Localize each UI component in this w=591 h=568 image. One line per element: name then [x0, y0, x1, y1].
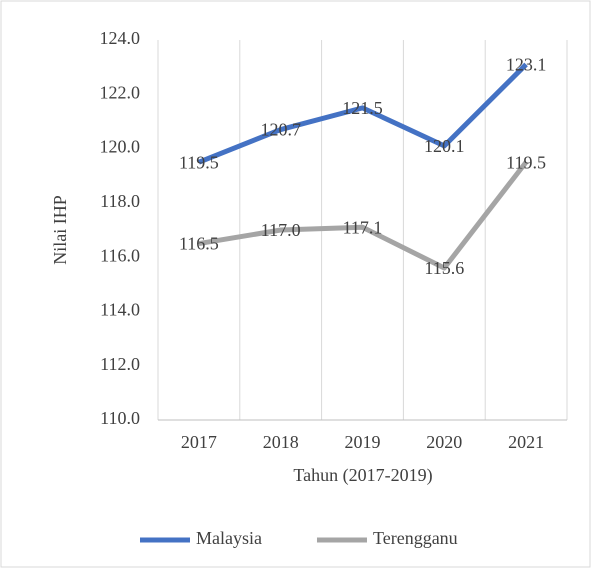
x-tick-label: 2019 — [345, 432, 381, 452]
data-label: 121.5 — [342, 98, 383, 118]
data-label: 119.5 — [506, 152, 546, 172]
data-label: 116.5 — [179, 234, 219, 254]
series-line — [198, 160, 529, 271]
legend-label: Malaysia — [196, 528, 262, 548]
x-tick-label: 2017 — [181, 432, 217, 452]
y-tick-label: 116.0 — [100, 245, 140, 265]
data-label: 115.6 — [424, 258, 464, 278]
x-tick-label: 2021 — [508, 432, 544, 452]
y-tick-label: 124.0 — [100, 28, 141, 48]
data-label: 117.0 — [261, 220, 301, 240]
y-tick-label: 112.0 — [100, 354, 140, 374]
y-tick-label: 118.0 — [100, 191, 140, 211]
x-tick-label: 2018 — [263, 432, 299, 452]
x-axis-title: Tahun (2017-2019) — [293, 465, 432, 486]
y-tick-label: 122.0 — [100, 82, 141, 102]
x-tick-label: 2020 — [426, 432, 462, 452]
series-line — [197, 62, 528, 165]
y-tick-label: 114.0 — [100, 300, 140, 320]
data-label: 120.7 — [260, 120, 301, 140]
data-label: 120.1 — [424, 136, 465, 156]
y-tick-label: 110.0 — [100, 408, 140, 428]
y-tick-label: 120.0 — [100, 137, 141, 157]
data-label: 117.1 — [343, 217, 383, 237]
y-axis-title: Nilai IHP — [50, 195, 70, 265]
data-label: 123.1 — [506, 55, 547, 75]
data-label: 119.5 — [179, 152, 219, 172]
legend-label: Terengganu — [373, 528, 458, 548]
